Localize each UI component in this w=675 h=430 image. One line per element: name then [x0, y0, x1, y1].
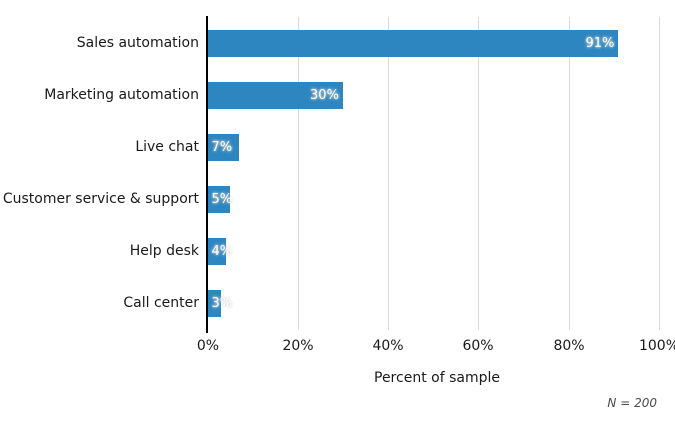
bar: [207, 30, 619, 57]
gridline: [388, 17, 389, 330]
gridline: [298, 17, 299, 330]
sample-size-note: N = 200: [607, 396, 657, 410]
bar-value-label: 7%: [211, 140, 233, 155]
x-tick-label: 20%: [282, 338, 314, 354]
gridline: [659, 17, 660, 330]
x-tick-label: 60%: [462, 338, 494, 354]
category-label: Live chat: [135, 139, 199, 155]
bar: [207, 238, 226, 265]
bar: [207, 186, 231, 213]
bar-value-label: 5%: [211, 192, 233, 207]
x-tick-label: 0%: [196, 338, 220, 354]
category-label: Call center: [123, 295, 199, 311]
x-axis-label: Percent of sample: [374, 370, 500, 386]
x-tick-label: 80%: [553, 338, 585, 354]
category-label: Help desk: [129, 243, 199, 259]
bar-value-label: 91%: [585, 36, 615, 51]
gridline: [478, 17, 479, 330]
category-label: Marketing automation: [44, 87, 199, 103]
x-tick-label: 100%: [638, 338, 675, 354]
bar: [207, 290, 222, 317]
category-label: Customer service & support: [2, 191, 199, 207]
y-axis-line: [206, 16, 208, 333]
bar-value-label: 3%: [211, 296, 233, 311]
gridline: [569, 17, 570, 330]
bar: [207, 134, 240, 161]
x-tick-label: 40%: [372, 338, 404, 354]
bar-value-label: 30%: [310, 88, 339, 103]
bar: [207, 82, 343, 109]
category-label: Sales automation: [76, 35, 199, 51]
bar-value-label: 4%: [211, 244, 233, 259]
